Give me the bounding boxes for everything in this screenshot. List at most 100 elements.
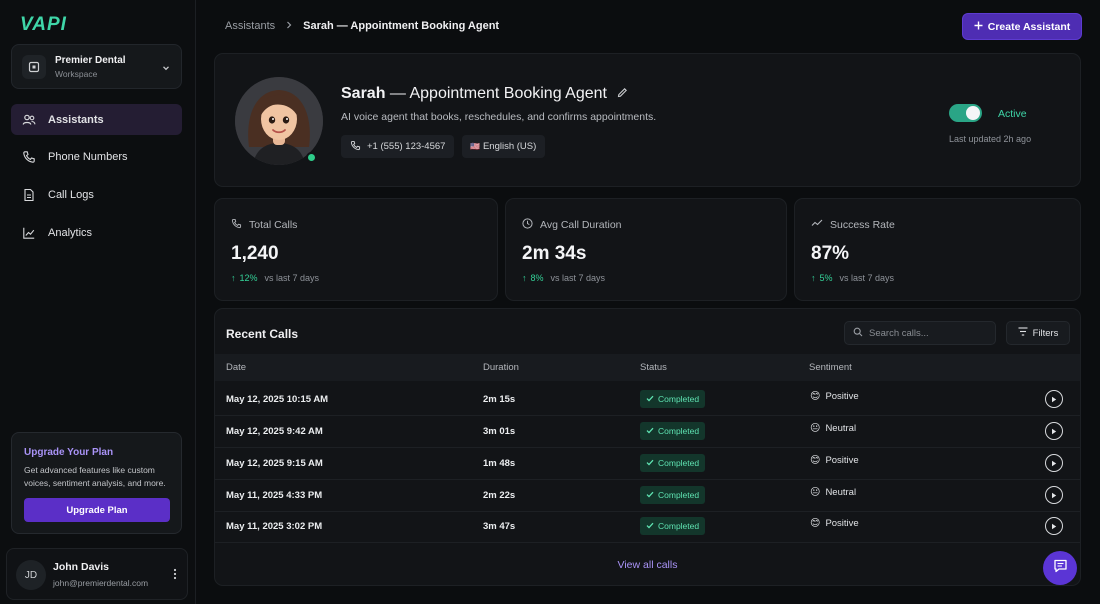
play-recording-button[interactable] bbox=[1045, 422, 1063, 440]
chevron-down-icon bbox=[161, 60, 171, 78]
recent-calls-card: Recent Calls Filters Date Duration Statu… bbox=[214, 308, 1081, 586]
language-label: English (US) bbox=[482, 141, 537, 152]
sentiment: 😊 Positive bbox=[810, 391, 859, 402]
table-row[interactable]: May 11, 2025 4:33 PM 2m 22s Completed 😐 Neut… bbox=[215, 480, 1080, 512]
phone-icon bbox=[350, 140, 361, 154]
language-chip[interactable]: 🇺🇸 English (US) bbox=[462, 135, 546, 158]
play-recording-button[interactable] bbox=[1045, 517, 1063, 535]
arrow-up-icon: ↑ bbox=[231, 273, 236, 283]
sentiment-emoji-icon: 😐 bbox=[810, 423, 821, 434]
phone-icon bbox=[231, 218, 242, 232]
sentiment-emoji-icon: 😊 bbox=[810, 518, 821, 529]
stat-label: Total Calls bbox=[249, 219, 298, 231]
status-label: Completed bbox=[658, 490, 700, 500]
call-duration: 2m 15s bbox=[483, 394, 516, 405]
call-duration: 3m 47s bbox=[483, 521, 516, 532]
sidebar-item-analytics[interactable]: Analytics bbox=[11, 217, 182, 248]
check-icon bbox=[646, 394, 654, 404]
play-icon bbox=[1052, 428, 1057, 434]
sentiment-label: Neutral bbox=[825, 423, 857, 434]
breadcrumb-parent[interactable]: Assistants bbox=[225, 20, 276, 32]
status-label: Completed bbox=[658, 521, 700, 531]
main-content: Assistants Sarah — Appointment Booking A… bbox=[197, 0, 1100, 604]
trend-icon bbox=[811, 218, 823, 231]
assistant-avatar bbox=[235, 77, 323, 165]
search-box[interactable] bbox=[844, 321, 996, 345]
sidebar-item-phone-numbers[interactable]: Phone Numbers bbox=[11, 141, 182, 172]
play-recording-button[interactable] bbox=[1045, 454, 1063, 472]
search-input[interactable] bbox=[869, 327, 989, 339]
sidebar-item-call-logs[interactable]: Call Logs bbox=[11, 179, 182, 210]
chevron-right-icon bbox=[285, 20, 293, 32]
last-updated: Last updated 2h ago bbox=[949, 134, 1032, 144]
workspace-name: Premier Dental bbox=[55, 55, 126, 66]
status-label: Active bbox=[998, 108, 1027, 120]
breadcrumb-current: Sarah — Appointment Booking Agent bbox=[303, 20, 500, 32]
stat-delta-suffix: vs last 7 days bbox=[264, 273, 320, 283]
assistant-title: Sarah — Appointment Booking Agent bbox=[341, 85, 628, 103]
create-assistant-button[interactable]: Create Assistant bbox=[963, 14, 1081, 39]
sidebar-item-assistants[interactable]: Assistants bbox=[11, 104, 182, 135]
phone-number-chip[interactable]: +1 (555) 123-4567 bbox=[341, 135, 455, 158]
building-icon bbox=[22, 55, 46, 79]
stat-value: 1,240 bbox=[231, 243, 279, 264]
sidebar: VAPI Premier Dental Workspace Assistants… bbox=[0, 0, 196, 604]
sentiment: 😐 Neutral bbox=[810, 423, 856, 434]
play-recording-button[interactable] bbox=[1045, 390, 1063, 408]
chat-button[interactable] bbox=[1043, 551, 1077, 585]
clock-icon bbox=[522, 218, 533, 232]
sentiment-label: Positive bbox=[825, 455, 859, 466]
recent-calls-title: Recent Calls bbox=[226, 327, 299, 341]
sentiment: 😊 Positive bbox=[810, 518, 859, 529]
upgrade-plan-button[interactable]: Upgrade Plan bbox=[24, 498, 170, 522]
status-badge: Completed bbox=[640, 486, 706, 504]
chat-icon bbox=[1053, 559, 1068, 578]
workspace-switcher[interactable]: Premier Dental Workspace bbox=[11, 44, 182, 89]
phone-icon bbox=[22, 150, 36, 164]
upgrade-text: Get advanced features like custom voices… bbox=[24, 465, 166, 488]
upgrade-card: Upgrade Your Plan Get advanced features … bbox=[11, 432, 182, 534]
table-row[interactable]: May 12, 2025 9:15 AM 1m 48s Completed 😊 Posi… bbox=[215, 448, 1080, 480]
chart-line-icon bbox=[22, 226, 36, 240]
column-date[interactable]: Date bbox=[226, 362, 247, 373]
more-vertical-icon[interactable] bbox=[173, 567, 177, 585]
arrow-up-icon: ↑ bbox=[522, 273, 527, 283]
active-toggle[interactable] bbox=[949, 104, 982, 122]
filters-button[interactable]: Filters bbox=[1006, 321, 1070, 345]
assistant-name: Sarah bbox=[341, 85, 386, 102]
users-icon bbox=[22, 113, 36, 127]
status-label: Completed bbox=[658, 458, 700, 468]
pencil-icon[interactable] bbox=[617, 85, 628, 103]
user-profile[interactable]: JD John Davis john@premierdental.com bbox=[6, 548, 188, 600]
vapi-logo[interactable]: VAPI bbox=[20, 14, 67, 35]
phone-number: +1 (555) 123-4567 bbox=[367, 141, 446, 152]
column-sentiment[interactable]: Sentiment bbox=[809, 362, 852, 373]
upgrade-title: Upgrade Your Plan bbox=[24, 447, 114, 458]
table-row[interactable]: May 12, 2025 9:42 AM 3m 01s Completed 😐 Neut… bbox=[215, 416, 1080, 448]
check-icon bbox=[646, 458, 654, 468]
sentiment-emoji-icon: 😊 bbox=[810, 391, 821, 402]
status-label: Completed bbox=[658, 394, 700, 404]
status-badge: Completed bbox=[640, 454, 706, 472]
play-icon bbox=[1052, 396, 1057, 402]
assistant-description: AI voice agent that books, reschedules, … bbox=[341, 111, 657, 123]
stat-value: 87% bbox=[811, 243, 850, 264]
us-flag-icon: 🇺🇸 bbox=[470, 142, 480, 151]
assistant-profile-card: Sarah — Appointment Booking Agent AI voi… bbox=[214, 53, 1081, 187]
stat-value: 2m 34s bbox=[522, 243, 587, 264]
status-badge: Completed bbox=[640, 390, 706, 408]
view-all-calls-link[interactable]: View all calls bbox=[617, 559, 678, 571]
stat-label: Success Rate bbox=[830, 218, 895, 231]
breadcrumb: Assistants Sarah — Appointment Booking A… bbox=[225, 20, 499, 32]
table-row[interactable]: May 11, 2025 3:02 PM 3m 47s Completed 😊 Posi… bbox=[215, 511, 1080, 543]
document-icon bbox=[22, 188, 36, 202]
column-status[interactable]: Status bbox=[640, 362, 667, 373]
play-recording-button[interactable] bbox=[1045, 486, 1063, 504]
table-row[interactable]: May 12, 2025 10:15 AM 2m 15s Completed 😊 Pos… bbox=[215, 384, 1080, 416]
call-date: May 12, 2025 9:15 AM bbox=[226, 458, 323, 469]
sidebar-item-label: Phone Numbers bbox=[48, 150, 128, 163]
stat-card-success-rate: Success Rate 87% ↑ 5% vs last 7 days bbox=[794, 198, 1081, 301]
play-icon bbox=[1052, 492, 1057, 498]
column-duration[interactable]: Duration bbox=[483, 362, 519, 373]
online-status-dot bbox=[306, 152, 317, 163]
